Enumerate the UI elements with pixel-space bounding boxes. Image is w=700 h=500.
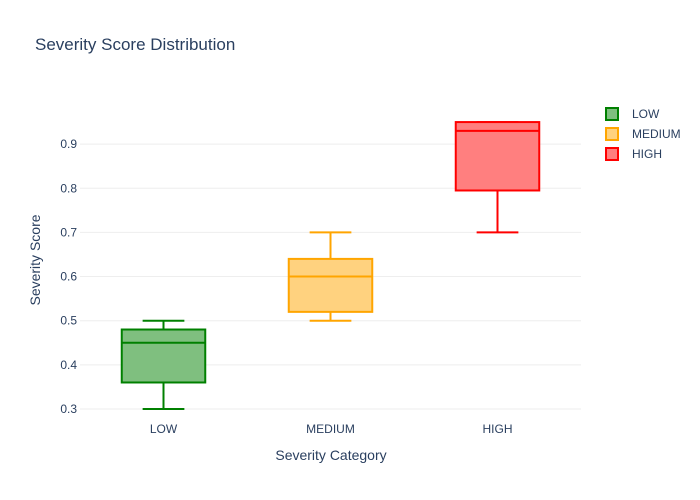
x-tick-label: MEDIUM [306, 422, 355, 436]
iqr-box [454, 121, 541, 192]
legend-swatch [605, 127, 619, 141]
box-medium [287, 231, 374, 322]
legend-swatch [605, 147, 619, 161]
legend-label: MEDIUM [632, 127, 681, 141]
x-tick-labels: LOW MEDIUM HIGH [150, 422, 513, 436]
y-tick-labels: 0.3 0.4 0.5 0.6 0.7 0.8 0.9 [60, 137, 77, 416]
y-tick-label: 0.3 [60, 402, 77, 416]
box-high [454, 121, 541, 234]
y-tick-label: 0.6 [60, 270, 77, 284]
x-tick-label: HIGH [483, 422, 513, 436]
y-tick-label: 0.8 [60, 181, 77, 195]
y-tick-label: 0.9 [60, 137, 77, 151]
x-tick-label: LOW [150, 422, 178, 436]
box-low [120, 319, 207, 410]
chart-title: Severity Score Distribution [35, 35, 235, 54]
iqr-box [120, 328, 207, 384]
legend-label: LOW [632, 107, 660, 121]
y-axis-title: Severity Score [27, 214, 43, 305]
legend: LOW MEDIUM HIGH [605, 107, 681, 161]
legend-swatch [605, 107, 619, 121]
y-tick-label: 0.4 [60, 358, 77, 372]
iqr-box [287, 257, 374, 313]
legend-item-low[interactable]: LOW [605, 107, 660, 121]
legend-item-high[interactable]: HIGH [605, 147, 662, 161]
legend-item-medium[interactable]: MEDIUM [605, 127, 681, 141]
x-axis-title: Severity Category [275, 447, 386, 463]
y-tick-label: 0.5 [60, 314, 77, 328]
boxes [120, 121, 541, 410]
y-tick-label: 0.7 [60, 225, 77, 239]
legend-label: HIGH [632, 147, 662, 161]
